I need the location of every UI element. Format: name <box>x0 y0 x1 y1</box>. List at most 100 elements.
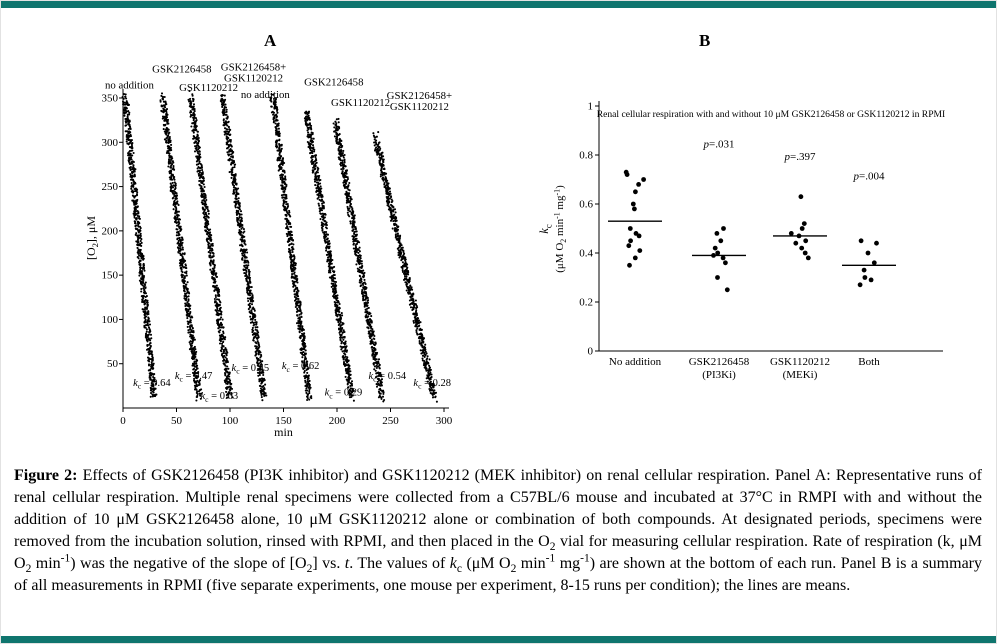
data-point <box>628 238 633 244</box>
trace-points <box>269 93 313 402</box>
data-point <box>712 245 718 251</box>
svg-text:200: 200 <box>102 225 119 237</box>
panel-a-axes <box>119 89 449 412</box>
svg-text:50: 50 <box>171 415 183 427</box>
trace-condition-label: GSK1120212 <box>390 101 449 113</box>
o2-trace: GSK1120212 kc = 0.63 <box>179 82 238 404</box>
data-point <box>805 255 811 261</box>
svg-text:250: 250 <box>102 181 119 193</box>
svg-text:300: 300 <box>436 415 453 427</box>
dot-group: No addition <box>608 169 662 368</box>
trace-condition-label: GSK1120212 <box>179 82 238 94</box>
data-point <box>721 226 726 231</box>
svg-text:100: 100 <box>102 314 119 326</box>
svg-text:0.6: 0.6 <box>579 199 593 211</box>
data-point <box>718 238 724 244</box>
journal-top-bar <box>1 1 996 8</box>
x-axis-title: min <box>274 425 293 439</box>
data-point <box>723 260 728 266</box>
data-point <box>858 238 864 244</box>
y-axis-title-units: (μM O2 min-1 mg-1) <box>552 185 568 273</box>
data-point <box>868 277 874 283</box>
data-point <box>715 250 721 256</box>
dot-group: p=.004 Both <box>842 171 896 368</box>
trace-points <box>332 117 386 403</box>
o2-trace: no addition kc = 0.64 <box>105 79 171 398</box>
panel-b-tick-labels: 0 0.2 0.4 0.6 0.8 1 <box>579 101 593 358</box>
trace-points <box>121 93 158 398</box>
panel-b-axes <box>595 101 943 352</box>
data-point <box>788 231 794 236</box>
data-point <box>798 194 804 200</box>
data-point <box>636 233 642 239</box>
trace-points <box>372 131 438 403</box>
data-point <box>627 262 632 268</box>
o2-trace: GSK2126458+GSK1120212 kc = 0.45 <box>219 62 286 402</box>
y-axis-title-symbol: kc <box>537 224 553 234</box>
svg-text:150: 150 <box>275 415 292 427</box>
panel-a-label: A <box>264 31 277 50</box>
data-point <box>714 231 720 236</box>
data-point <box>803 238 809 244</box>
data-point <box>624 172 630 177</box>
trace-points <box>303 110 355 402</box>
o2-trace: GSK2126458 kc = 0.29 <box>303 77 363 402</box>
o2-trace: GSK2126458 kc = 0.47 <box>152 63 213 402</box>
data-point <box>874 240 879 246</box>
svg-text:0.8: 0.8 <box>579 150 593 162</box>
data-point <box>862 275 868 280</box>
trace-condition-label: GSK2126458 <box>152 63 211 75</box>
trace-condition-label: GSK1120212 <box>224 73 283 85</box>
data-point <box>626 243 632 249</box>
o2-trace: GSK1120212 kc = 0.54 <box>331 97 407 403</box>
trace-k-value-label: kc = 0.28 <box>413 378 451 391</box>
data-point <box>715 275 720 280</box>
category-label: GSK1120212 <box>770 356 830 368</box>
data-point <box>857 282 863 288</box>
trace-k-value-label: kc = 0.54 <box>368 371 406 384</box>
svg-text:50: 50 <box>107 358 119 370</box>
trace-points <box>159 92 203 402</box>
data-point <box>627 226 633 231</box>
svg-text:250: 250 <box>382 415 399 427</box>
p-value-label: p=.397 <box>784 151 816 163</box>
data-point <box>802 250 808 256</box>
p-value-label: p=.031 <box>703 139 735 151</box>
svg-text:0.4: 0.4 <box>579 248 593 260</box>
svg-text:0: 0 <box>120 415 126 427</box>
data-point <box>865 250 871 256</box>
svg-text:300: 300 <box>102 137 119 149</box>
category-label: No addition <box>609 356 662 368</box>
svg-text:100: 100 <box>222 415 239 427</box>
data-point <box>633 189 638 195</box>
trace-k-value-label: kc = 0.47 <box>175 371 213 384</box>
data-point <box>801 221 807 227</box>
trace-k-value-label: kc = 0.64 <box>133 378 171 391</box>
svg-text:1: 1 <box>588 101 594 113</box>
data-point <box>632 255 638 261</box>
trace-condition-label: GSK2126458 <box>304 77 363 89</box>
svg-text:0.2: 0.2 <box>579 297 593 309</box>
category-label: GSK2126458 <box>689 356 750 368</box>
trace-condition-label: GSK2126458+ <box>387 90 452 102</box>
data-point <box>871 260 877 266</box>
data-point <box>637 248 643 254</box>
data-point <box>720 255 726 261</box>
data-point <box>641 177 646 182</box>
panel-b-label: B <box>699 31 711 50</box>
trace-points <box>187 89 234 399</box>
y-axis-title: [O2], μM <box>84 216 100 260</box>
trace-condition-label: GSK1120212 <box>331 97 390 109</box>
category-label: Both <box>858 356 880 368</box>
svg-text:350: 350 <box>102 93 119 105</box>
panel-b-title: Renal cellular respiration with and with… <box>597 109 946 120</box>
svg-text:0: 0 <box>588 346 594 358</box>
trace-points <box>219 93 268 402</box>
figure-caption: Figure 2: Effects of GSK2126458 (PI3K in… <box>14 467 983 594</box>
p-value-label: p=.004 <box>853 171 885 183</box>
data-point <box>630 201 636 207</box>
data-point <box>799 226 805 231</box>
trace-k-value-label: kc = 0.63 <box>201 391 239 404</box>
